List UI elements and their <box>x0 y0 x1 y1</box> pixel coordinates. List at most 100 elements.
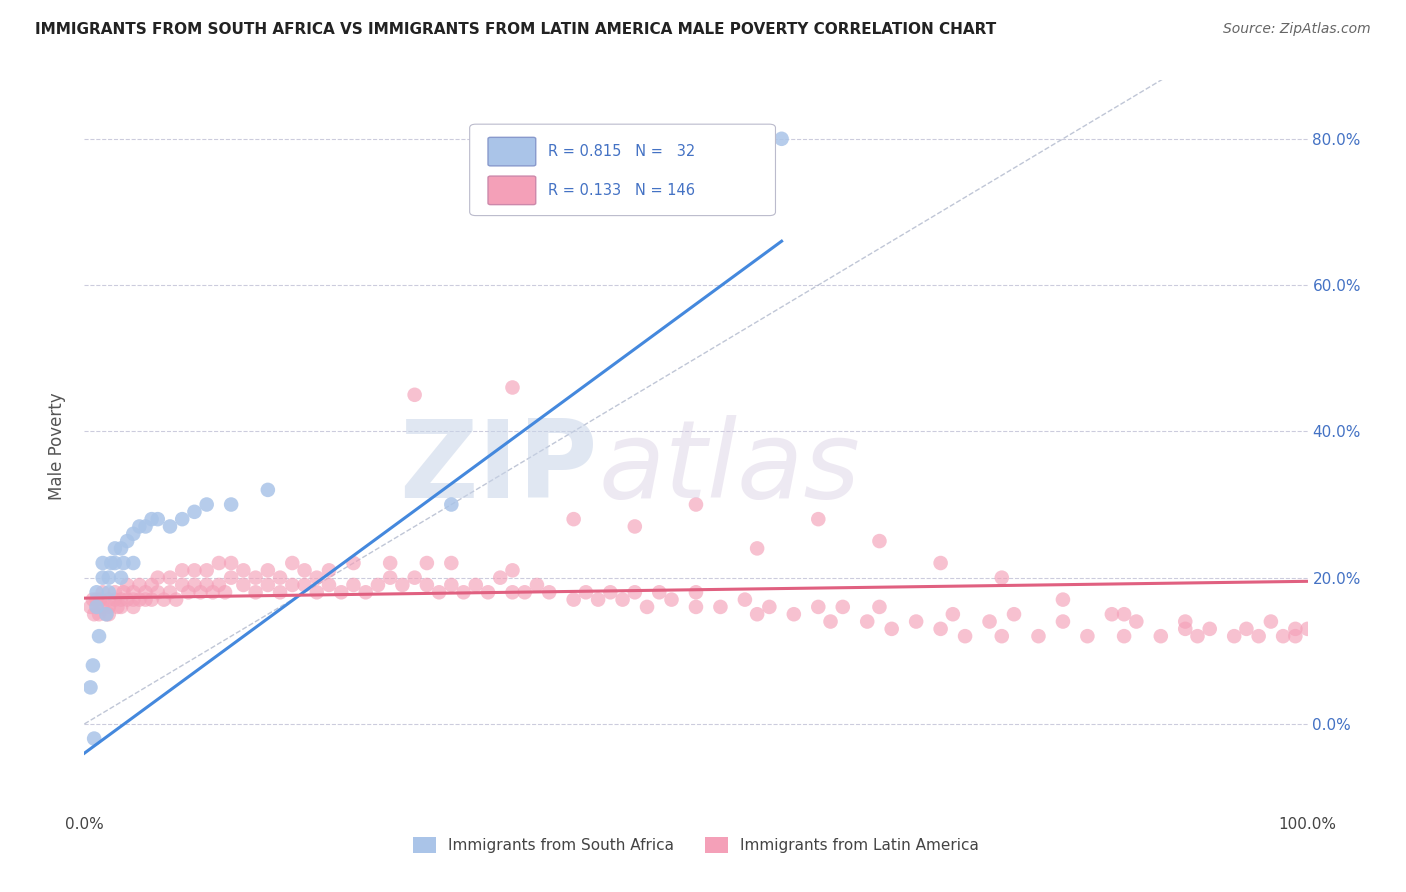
Point <box>257 483 280 497</box>
Point <box>96 607 118 622</box>
Point <box>128 592 150 607</box>
Point <box>1296 622 1319 636</box>
Point <box>135 592 157 607</box>
Point <box>807 599 830 614</box>
Point <box>86 599 108 614</box>
Point <box>783 607 806 622</box>
Point <box>122 585 145 599</box>
Point <box>195 498 218 512</box>
Point <box>477 585 499 599</box>
Point <box>747 607 769 622</box>
Point <box>153 592 176 607</box>
Point <box>770 132 793 146</box>
Point <box>281 556 304 570</box>
Point <box>219 498 242 512</box>
Point <box>294 563 316 577</box>
Text: Source: ZipAtlas.com: Source: ZipAtlas.com <box>1223 22 1371 37</box>
Point <box>562 592 585 607</box>
Point <box>122 592 145 607</box>
Point <box>183 563 205 577</box>
Point <box>104 585 127 599</box>
Point <box>1247 629 1270 643</box>
Point <box>86 592 108 607</box>
Point <box>820 615 842 629</box>
Point <box>661 592 683 607</box>
Point <box>1002 607 1025 622</box>
Point <box>342 556 364 570</box>
Point <box>135 519 157 533</box>
Point <box>159 571 181 585</box>
Point <box>453 585 475 599</box>
Point <box>380 571 402 585</box>
Point <box>294 578 316 592</box>
Point <box>146 585 169 599</box>
Point <box>82 592 104 607</box>
Point <box>128 519 150 533</box>
Point <box>979 615 1001 629</box>
Point <box>232 563 254 577</box>
Point <box>685 498 707 512</box>
Point <box>87 607 110 622</box>
Point <box>172 578 194 592</box>
Point <box>104 541 127 556</box>
Point <box>991 571 1014 585</box>
Point <box>269 571 291 585</box>
Point <box>464 578 486 592</box>
Point <box>115 534 138 549</box>
Y-axis label: Male Poverty: Male Poverty <box>48 392 66 500</box>
Point <box>440 556 463 570</box>
Point <box>599 585 621 599</box>
Point <box>83 607 105 622</box>
Point <box>953 629 976 643</box>
Point <box>942 607 965 622</box>
Point <box>1223 629 1246 643</box>
Point <box>112 585 135 599</box>
Point <box>709 599 731 614</box>
Point <box>489 571 512 585</box>
Text: ZIP: ZIP <box>399 415 598 521</box>
Point <box>110 599 132 614</box>
Point <box>586 592 609 607</box>
Point <box>758 599 780 614</box>
Point <box>905 615 928 629</box>
Point <box>201 585 224 599</box>
Point <box>115 578 138 592</box>
Point <box>219 571 242 585</box>
Point <box>219 556 242 570</box>
Point <box>1052 592 1074 607</box>
Point <box>104 592 127 607</box>
Point <box>1052 615 1074 629</box>
Point <box>1187 629 1209 643</box>
Point <box>83 731 105 746</box>
Point <box>856 615 879 629</box>
Point <box>502 585 524 599</box>
Point <box>195 578 218 592</box>
Point <box>146 571 169 585</box>
Point <box>305 571 328 585</box>
Point <box>159 519 181 533</box>
Point <box>416 556 439 570</box>
Text: R = 0.133   N = 146: R = 0.133 N = 146 <box>548 183 695 198</box>
Point <box>1028 629 1050 643</box>
Point <box>105 599 128 614</box>
Point <box>1114 607 1136 622</box>
Point <box>342 578 364 592</box>
Point <box>122 556 145 570</box>
Point <box>380 556 402 570</box>
Point <box>1236 622 1258 636</box>
Point <box>636 599 658 614</box>
Point <box>128 578 150 592</box>
Point <box>86 585 108 599</box>
Text: R = 0.815   N =   32: R = 0.815 N = 32 <box>548 145 695 159</box>
Point <box>141 578 163 592</box>
Point <box>1174 622 1197 636</box>
Point <box>929 622 952 636</box>
Point <box>747 541 769 556</box>
Point <box>245 585 267 599</box>
Point <box>96 607 118 622</box>
Point <box>807 512 830 526</box>
Point <box>734 592 756 607</box>
Point <box>526 578 548 592</box>
Point <box>1284 629 1306 643</box>
Point <box>91 585 114 599</box>
